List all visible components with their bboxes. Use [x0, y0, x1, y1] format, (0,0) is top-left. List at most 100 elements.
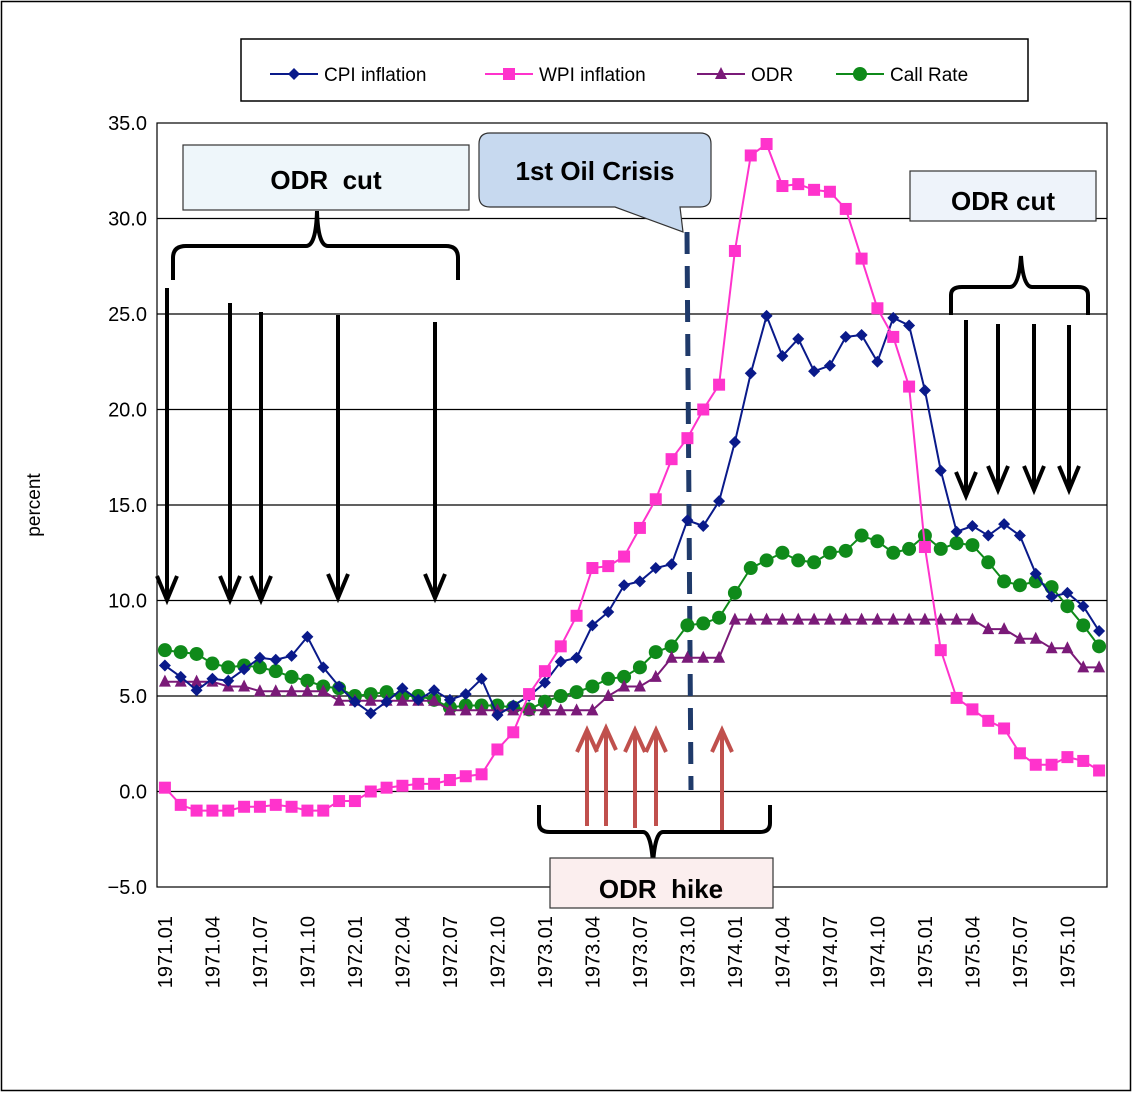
- data-point: [903, 380, 916, 393]
- data-point: [855, 329, 868, 342]
- arrow-up: [594, 723, 618, 826]
- data-point: [664, 639, 679, 654]
- series-layer: [157, 138, 1107, 817]
- data-point: [808, 612, 821, 625]
- data-point: [333, 795, 346, 808]
- data-point: [713, 378, 726, 391]
- data-point: [759, 553, 774, 568]
- data-point: [569, 685, 584, 700]
- data-point: [633, 575, 646, 588]
- x-tick-label: 1975.04: [962, 916, 984, 988]
- data-point: [998, 518, 1011, 531]
- data-point: [1077, 600, 1090, 613]
- x-tick-label: 1973.01: [535, 916, 557, 988]
- arrow-head: [644, 725, 668, 753]
- data-point: [538, 665, 551, 678]
- x-tick-label: 1972.10: [487, 916, 509, 988]
- data-point: [1029, 567, 1042, 580]
- arrow-head: [326, 573, 350, 604]
- data-point: [174, 670, 187, 683]
- data-point: [871, 302, 884, 315]
- data-point: [998, 622, 1011, 635]
- data-point: [158, 659, 171, 672]
- data-point: [680, 618, 695, 633]
- data-point: [285, 684, 298, 697]
- legend-box: [240, 38, 1029, 102]
- arrow-up: [575, 725, 599, 826]
- data-point: [792, 332, 805, 345]
- data-point: [871, 612, 884, 625]
- data-point: [428, 777, 441, 790]
- data-point: [918, 612, 931, 625]
- data-point: [206, 672, 219, 685]
- data-point: [221, 660, 236, 675]
- arrow-head: [155, 575, 179, 606]
- data-point: [317, 684, 330, 697]
- data-point: [697, 650, 710, 663]
- data-point: [871, 355, 884, 368]
- odr-cut-right-box: [909, 170, 1097, 222]
- data-point: [854, 528, 869, 543]
- data-point: [618, 579, 631, 592]
- arrow-head: [1057, 465, 1081, 496]
- data-point: [570, 651, 583, 664]
- arrow-head: [623, 725, 647, 753]
- x-tick-label: 1972.01: [345, 916, 367, 988]
- data-point: [507, 699, 520, 712]
- data-point: [792, 178, 805, 191]
- data-point: [1093, 660, 1106, 673]
- data-point: [870, 534, 885, 549]
- data-point: [601, 671, 616, 686]
- data-point: [1092, 639, 1107, 654]
- legend-item: Call Rate: [836, 65, 968, 86]
- data-point: [966, 520, 979, 533]
- arrow-head: [1022, 465, 1046, 496]
- legend-label: ODR: [751, 65, 793, 86]
- data-point: [727, 585, 742, 600]
- arrow-down: [954, 320, 978, 502]
- y-tick-labels: 35.0 30.0 25.0 20.0 15.0 10.0 5.0 0.0 −5.0: [108, 113, 147, 899]
- data-point: [443, 774, 456, 787]
- x-tick-label: 1975.07: [1010, 916, 1032, 988]
- odr-cut-right-label: ODR cut: [951, 186, 1055, 216]
- data-point: [523, 703, 536, 716]
- data-point: [648, 645, 663, 660]
- data-point: [174, 798, 187, 811]
- data-point: [553, 689, 568, 703]
- data-point: [222, 804, 235, 817]
- data-point: [838, 543, 853, 558]
- data-point: [428, 684, 441, 697]
- data-point: [918, 541, 931, 554]
- legend-label: Call Rate: [890, 65, 968, 86]
- data-point: [238, 679, 251, 692]
- data-point: [982, 714, 995, 727]
- data-point: [475, 672, 488, 685]
- data-point: [301, 804, 314, 817]
- data-point: [760, 612, 773, 625]
- data-point: [887, 330, 900, 343]
- data-point: [997, 574, 1012, 589]
- oil-crisis-dashed-line: [684, 231, 694, 791]
- data-point: [933, 541, 948, 556]
- data-point: [807, 555, 822, 570]
- data-point: [998, 722, 1011, 735]
- data-point: [1012, 578, 1027, 593]
- data-point: [902, 541, 917, 556]
- arrow-down: [326, 315, 350, 604]
- legend-label: CPI inflation: [324, 65, 426, 86]
- data-point: [728, 435, 741, 448]
- data-point: [301, 630, 314, 643]
- data-point: [1061, 751, 1074, 764]
- data-point: [1013, 747, 1026, 760]
- data-point: [380, 695, 393, 708]
- x-tick-label: 1974.10: [867, 916, 889, 988]
- data-point: [839, 202, 852, 215]
- legend: CPI inflation WPI inflation ODR Call Rate: [270, 65, 968, 86]
- data-point: [713, 495, 726, 508]
- data-point: [333, 693, 346, 706]
- arrow-down: [249, 312, 273, 606]
- data-point: [570, 609, 583, 622]
- data-point: [459, 703, 472, 716]
- data-point: [173, 645, 188, 660]
- x-tick-labels: 1971.01 1971.04 1971.07 1971.10 1972.01 1972.…: [155, 916, 1079, 988]
